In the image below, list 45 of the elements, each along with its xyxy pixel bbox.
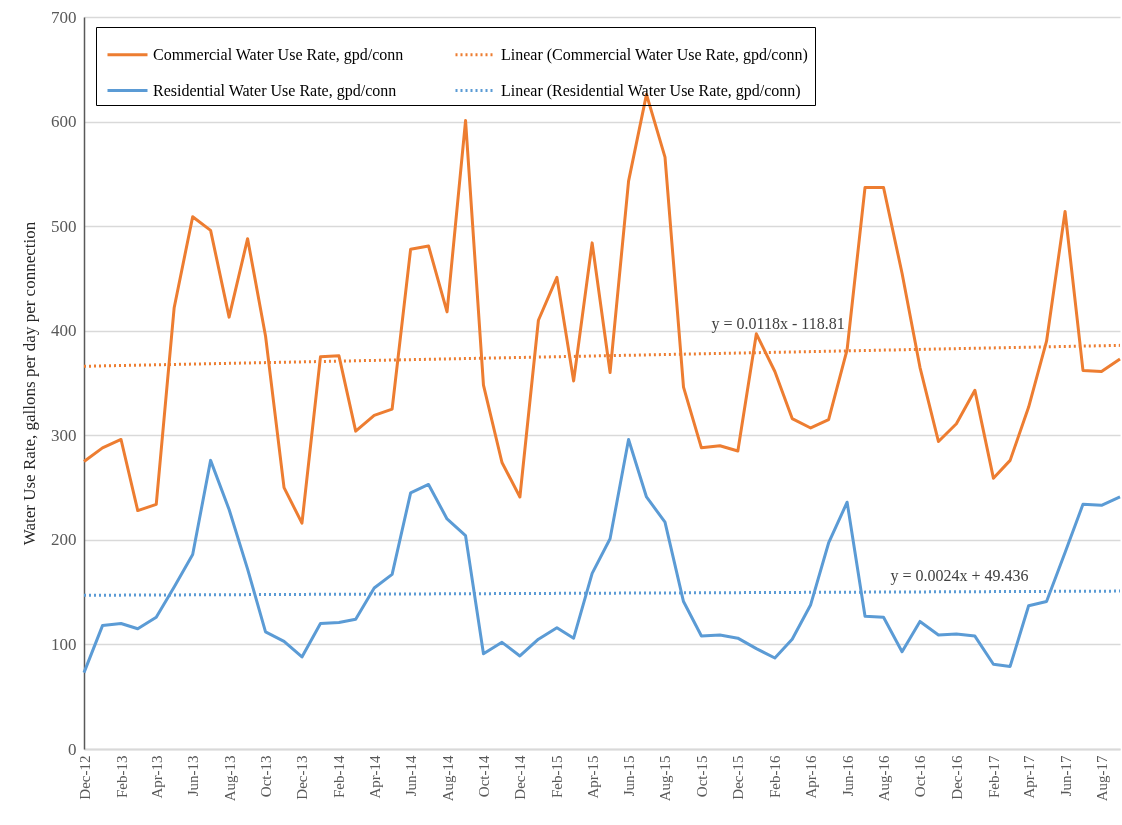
x-tick-label: Aug-14 bbox=[439, 755, 456, 802]
x-tick-label: Aug-13 bbox=[221, 755, 238, 802]
legend-label: Commercial Water Use Rate, gpd/conn bbox=[153, 45, 404, 64]
x-tick-label: Dec-13 bbox=[294, 755, 311, 800]
legend-label: Linear (Commercial Water Use Rate, gpd/conn) bbox=[501, 45, 808, 64]
x-tick-label: Feb-13 bbox=[113, 755, 130, 798]
x-tick-label: Dec-14 bbox=[512, 755, 529, 800]
x-tick-label: Aug-17 bbox=[1093, 755, 1110, 802]
y-tick-label: 600 bbox=[51, 112, 77, 132]
line-series bbox=[82, 437, 1122, 675]
annotation: y = 0.0118x - 118.81 bbox=[711, 314, 845, 333]
x-tick-label: Apr-13 bbox=[148, 755, 165, 799]
x-tick-label: Jun-17 bbox=[1057, 755, 1074, 797]
x-tick-label: Jun-13 bbox=[185, 755, 202, 797]
annotation: y = 0.0024x + 49.436 bbox=[890, 567, 1029, 586]
x-tick-label: Feb-14 bbox=[331, 755, 348, 798]
y-tick-label: 500 bbox=[51, 216, 77, 236]
x-tick-label: Dec-12 bbox=[76, 755, 93, 800]
x-tick-label: Aug-16 bbox=[876, 755, 893, 802]
x-tick-label: Dec-16 bbox=[948, 755, 965, 800]
x-tick-label: Oct-16 bbox=[912, 755, 929, 798]
x-tick-label: Apr-16 bbox=[803, 755, 820, 799]
y-axis-title: Water Use Rate, gallons per day per connection bbox=[20, 221, 39, 546]
x-tick-label: Aug-15 bbox=[657, 755, 674, 802]
x-tick-label: Feb-15 bbox=[549, 755, 566, 798]
x-tick-label: Feb-16 bbox=[767, 755, 784, 798]
legend-label: Linear (Residential Water Use Rate, gpd/conn) bbox=[501, 81, 801, 100]
x-tick-label: Apr-15 bbox=[584, 755, 601, 799]
x-tick-label: Jun-14 bbox=[403, 755, 420, 797]
x-tick-label: Jun-16 bbox=[839, 755, 856, 797]
x-tick-label: Feb-17 bbox=[985, 755, 1002, 798]
legend-label: Residential Water Use Rate, gpd/conn bbox=[153, 81, 397, 100]
x-tick-label: Apr-17 bbox=[1021, 755, 1038, 799]
x-tick-label: Oct-15 bbox=[693, 755, 710, 798]
x-tick-label: Apr-14 bbox=[366, 755, 383, 799]
y-tick-label: 100 bbox=[51, 634, 77, 654]
x-tick-label: Oct-13 bbox=[258, 755, 275, 798]
x-tick-label: Oct-14 bbox=[475, 755, 492, 798]
y-tick-label: 200 bbox=[51, 530, 77, 550]
y-tick-label: 400 bbox=[51, 321, 77, 341]
y-tick-label: 300 bbox=[51, 425, 77, 445]
x-tick-label: Jun-15 bbox=[621, 755, 638, 797]
x-tick-label: Dec-15 bbox=[730, 755, 747, 800]
y-tick-label: 0 bbox=[68, 739, 77, 759]
y-tick-label: 700 bbox=[51, 7, 77, 27]
